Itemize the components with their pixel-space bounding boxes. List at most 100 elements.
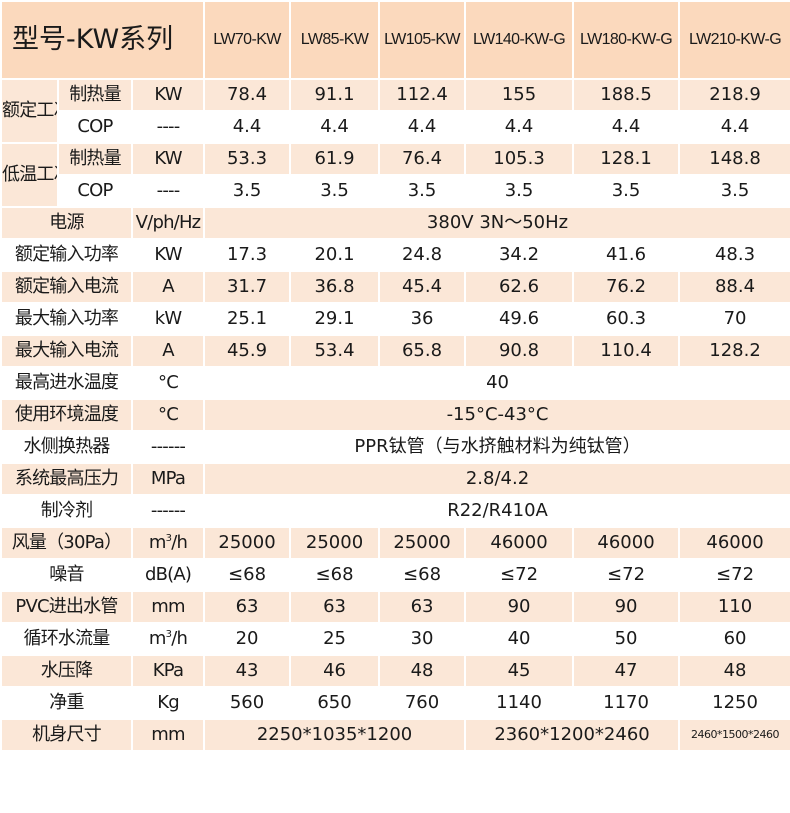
row-unit: ----: [130, 174, 206, 208]
header-row: 型号-KW系列 LW70-KW LW85-KW LW105-KW LW140-K…: [0, 0, 790, 80]
row-label: 额定输入电流: [0, 270, 133, 304]
table-cell: 1250: [678, 686, 790, 720]
model-header: LW140-KW-G: [464, 0, 575, 80]
row-label: PVC进出水管: [0, 590, 133, 624]
row-unit: A: [130, 270, 206, 304]
table-row: 循环水流量 m3/h 20 25 30 40 50 60: [0, 622, 790, 656]
row-label: 制热量: [57, 78, 133, 112]
table-cell: 24.8: [378, 238, 467, 272]
row-label: 最大输入电流: [0, 334, 133, 368]
table-cell: 48: [378, 654, 467, 688]
unit-exponent: 3: [165, 628, 172, 640]
table-cell: 3.5: [572, 174, 681, 208]
row-unit: KPa: [130, 654, 206, 688]
table-cell: 90: [464, 590, 575, 624]
table-cell: 105.3: [464, 142, 575, 176]
table-title: 型号-KW系列: [0, 0, 206, 80]
table-cell: 46000: [572, 526, 681, 560]
table-row: 噪音 dB(A) ≤68 ≤68 ≤68 ≤72 ≤72 ≤72: [0, 558, 790, 592]
row-unit: °C: [130, 366, 206, 400]
row-unit: m3/h: [130, 526, 206, 560]
row-label: 机身尺寸: [0, 718, 133, 752]
row-unit: A: [130, 334, 206, 368]
row-unit: kW: [130, 302, 206, 336]
table-cell: 90.8: [464, 334, 575, 368]
row-unit: ------: [130, 494, 206, 528]
row-unit: KW: [130, 78, 206, 112]
table-cell: 1170: [572, 686, 681, 720]
table-cell: 20.1: [289, 238, 381, 272]
table-cell: 34.2: [464, 238, 575, 272]
table-cell: 148.8: [678, 142, 790, 176]
table-cell: 62.6: [464, 270, 575, 304]
table-cell: 90: [572, 590, 681, 624]
row-unit: Kg: [130, 686, 206, 720]
row-label: 额定输入功率: [0, 238, 133, 272]
table-cell: 4.4: [378, 110, 467, 144]
table-cell: 3.5: [203, 174, 292, 208]
row-label: 净重: [0, 686, 133, 720]
table-cell: 48: [678, 654, 790, 688]
row-unit: mm: [130, 590, 206, 624]
row-label: 制冷剂: [0, 494, 133, 528]
table-cell: 25000: [378, 526, 467, 560]
table-row: 额定工况 制热量 KW 78.4 91.1 112.4 155 188.5 21…: [0, 78, 790, 144]
row-unit: KW: [130, 238, 206, 272]
unit-tail: /h: [171, 627, 188, 649]
merged-cell: 380V 3N～50Hz: [203, 206, 790, 240]
table-cell: 25000: [289, 526, 381, 560]
table-cell: 4.4: [572, 110, 681, 144]
table-cell: 30: [378, 622, 467, 656]
model-header: LW180-KW-G: [572, 0, 681, 80]
table-cell: 112.4: [378, 78, 467, 112]
merged-cell: R22/R410A: [203, 494, 790, 528]
table-cell: 76.4: [378, 142, 467, 176]
row-unit: V/ph/Hz: [130, 206, 206, 240]
table-cell: 3.5: [678, 174, 790, 208]
table-cell: 48.3: [678, 238, 790, 272]
table-cell: 63: [289, 590, 381, 624]
table-cell: 45: [464, 654, 575, 688]
table-cell: 40: [464, 622, 575, 656]
table-cell: 2460*1500*2460: [678, 718, 790, 752]
table-cell: 91.1: [289, 78, 381, 112]
table-row: 水侧换热器 ------ PPR钛管（与水挤触材料为纯钛管）: [0, 430, 790, 464]
table-cell: 46000: [678, 526, 790, 560]
table-cell: 53.3: [203, 142, 292, 176]
table-cell: 45.4: [378, 270, 467, 304]
table-row: 净重 Kg 560 650 760 1140 1170 1250: [0, 686, 790, 720]
row-label: 循环水流量: [0, 622, 133, 656]
table-cell: 63: [378, 590, 467, 624]
table-row: PVC进出水管 mm 63 63 63 90 90 110: [0, 590, 790, 624]
table-cell: 560: [203, 686, 292, 720]
table-cell: 41.6: [572, 238, 681, 272]
table-cell: 29.1: [289, 302, 381, 336]
table-cell: ≤68: [378, 558, 467, 592]
table-cell: 4.4: [203, 110, 292, 144]
row-unit: m3/h: [130, 622, 206, 656]
table-cell: 4.4: [464, 110, 575, 144]
unit-base: m: [148, 531, 167, 553]
row-unit: mm: [130, 718, 206, 752]
table-row: 风量（30Pa） m3/h 25000 25000 25000 46000 46…: [0, 526, 790, 560]
table-cell: 65.8: [378, 334, 467, 368]
table-cell: 128.2: [678, 334, 790, 368]
table-cell: 25000: [203, 526, 292, 560]
lowtemp-condition-label: 低温工况: [0, 142, 59, 208]
table-cell: 70: [678, 302, 790, 336]
table-cell: 78.4: [203, 78, 292, 112]
table-cell: 1140: [464, 686, 575, 720]
table-cell: 218.9: [678, 78, 790, 112]
row-label: 电源: [0, 206, 133, 240]
table-cell: 4.4: [678, 110, 790, 144]
row-label: 最大输入功率: [0, 302, 133, 336]
table-cell: ≤72: [572, 558, 681, 592]
row-label: 噪音: [0, 558, 133, 592]
table-cell: 49.6: [464, 302, 575, 336]
table-row: 水压降 KPa 43 46 48 45 47 48: [0, 654, 790, 688]
table-cell: 4.4: [289, 110, 381, 144]
table-row: 低温工况 制热量 KW 53.3 61.9 76.4 105.3 128.1 1…: [0, 142, 790, 208]
table-row: 使用环境温度 °C -15°C-43°C: [0, 398, 790, 432]
unit-base: m: [148, 627, 167, 649]
model-header: LW105-KW: [378, 0, 467, 80]
